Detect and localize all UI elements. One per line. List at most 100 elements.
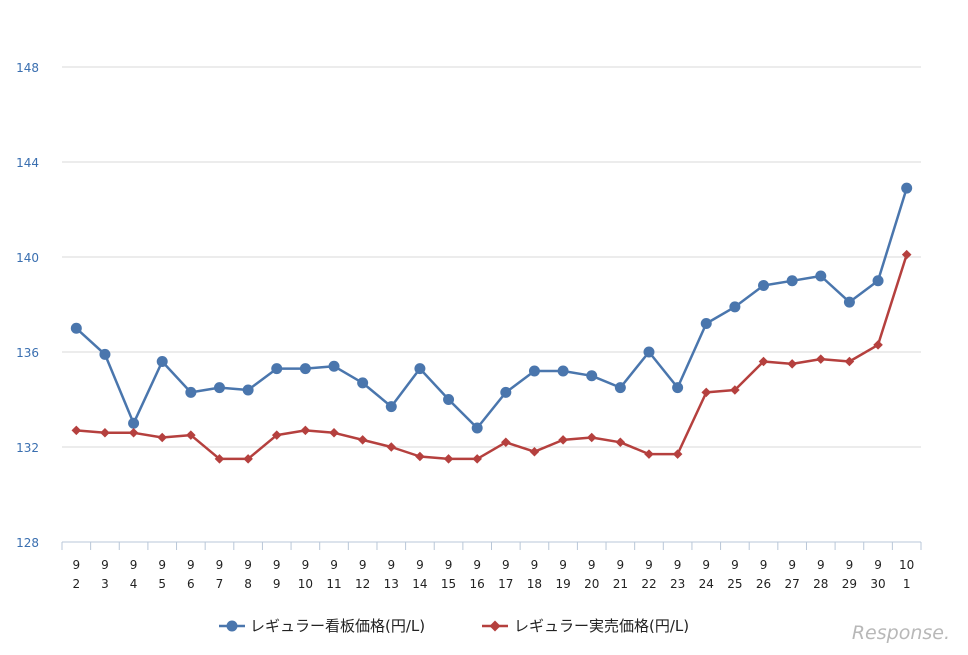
data-point-circle [156,356,168,367]
data-point-circle [385,401,397,413]
x-tick-label: 9 [130,558,138,572]
y-tick-label: 128 [16,536,39,550]
x-tick-label: 9 [588,558,596,572]
data-point-circle [528,365,540,377]
x-tick-label: 4 [130,577,138,591]
data-point-circle [328,360,340,372]
x-tick-label: 9 [674,558,682,572]
data-point-circle [672,382,684,394]
x-tick-label: 15 [441,577,456,591]
x-tick-label: 9 [330,558,338,572]
data-point-circle [128,417,140,429]
legend-label-signboard: レギュラー看板価格(円/L) [250,617,425,635]
watermark-logo: Response. [852,622,950,644]
data-point-diamond [815,354,826,364]
data-point-circle [815,270,827,282]
x-tick-label: 26 [756,577,771,591]
data-point-diamond [787,359,797,369]
data-point-diamond [100,427,110,438]
x-tick-label: 16 [470,577,485,591]
data-point-circle [729,301,741,313]
legend-item-signboard-price: レギュラー看板価格(円/L) [219,617,425,635]
data-point-circle [99,348,111,360]
x-tick-label: 9 [559,558,567,572]
data-point-diamond [501,437,511,448]
x-tick-label: 9 [473,558,481,572]
x-tick-label: 9 [760,558,768,572]
data-point-diamond [586,432,597,443]
data-point-circle [443,394,455,405]
y-tick-label: 140 [16,251,39,265]
data-point-diamond [186,430,196,440]
data-point-circle [242,384,254,396]
x-tick-label: 3 [101,577,109,591]
x-tick-label: 9 [101,558,109,572]
data-point-circle [500,386,512,398]
data-point-diamond [214,454,225,464]
x-tick-label: 22 [641,577,656,591]
x-tick-label: 5 [158,577,166,591]
x-tick-label: 27 [785,577,800,591]
data-point-diamond [529,446,540,457]
data-point-diamond [644,449,654,459]
data-point-diamond [844,356,855,367]
data-point-diamond [243,454,253,464]
x-tick-label: 9 [788,558,796,572]
data-point-diamond [128,427,139,438]
data-point-diamond [415,451,425,462]
data-point-diamond [329,427,339,438]
x-tick-label: 8 [244,577,252,591]
y-tick-label: 132 [16,441,39,455]
series-layer [70,182,913,464]
x-tick-label: 18 [527,577,542,591]
data-point-diamond [730,385,740,395]
legend-marker-diamond [489,620,501,632]
data-point-diamond [672,449,683,459]
x-tick-label: 9 [645,558,653,572]
data-point-circle [213,382,225,394]
data-point-diamond [271,430,282,440]
x-tick-label: 9 [617,558,625,572]
data-point-circle [271,363,283,375]
x-tick-label: 9 [302,558,310,572]
data-point-circle [414,363,426,375]
legend-label-actual: レギュラー実売価格(円/L) [514,617,689,635]
x-tick-label: 14 [412,577,427,591]
data-point-circle [586,370,598,382]
data-point-circle [843,296,855,308]
x-tick-label: 19 [555,577,570,591]
data-point-circle [557,365,569,377]
x-tick-label: 9 [72,558,80,572]
data-point-circle [70,322,82,334]
x-tick-label: 9 [874,558,882,572]
legend-marker-circle [226,620,238,632]
data-point-circle [872,275,884,287]
x-tick-label: 9 [387,558,395,572]
x-tick-label: 9 [531,558,539,572]
x-axis: 9293949596979899910911912913914915916917… [61,542,922,591]
x-tick-label: 20 [584,577,599,591]
x-tick-label: 25 [727,577,742,591]
x-tick-label: 9 [359,558,367,572]
legend-item-actual-price: レギュラー実売価格(円/L) [482,617,689,635]
data-point-circle [901,182,913,194]
x-tick-label: 13 [384,577,399,591]
data-point-circle [299,363,311,375]
data-point-diamond [701,387,712,398]
x-tick-label: 24 [699,577,714,591]
y-tick-label: 148 [16,61,39,75]
x-tick-label: 6 [187,577,195,591]
data-point-circle [185,386,197,398]
data-point-diamond [558,435,568,445]
x-tick-label: 9 [445,558,453,572]
data-point-diamond [443,454,454,464]
x-tick-label: 21 [613,577,628,591]
x-tick-label: 9 [416,558,424,572]
y-axis: 128 132 136 140 144 148 [16,61,39,550]
series-line-2 [76,254,908,461]
x-tick-label: 9 [158,558,166,572]
data-point-circle [700,318,712,329]
data-point-diamond [901,249,912,260]
x-tick-label: 9 [502,558,510,572]
